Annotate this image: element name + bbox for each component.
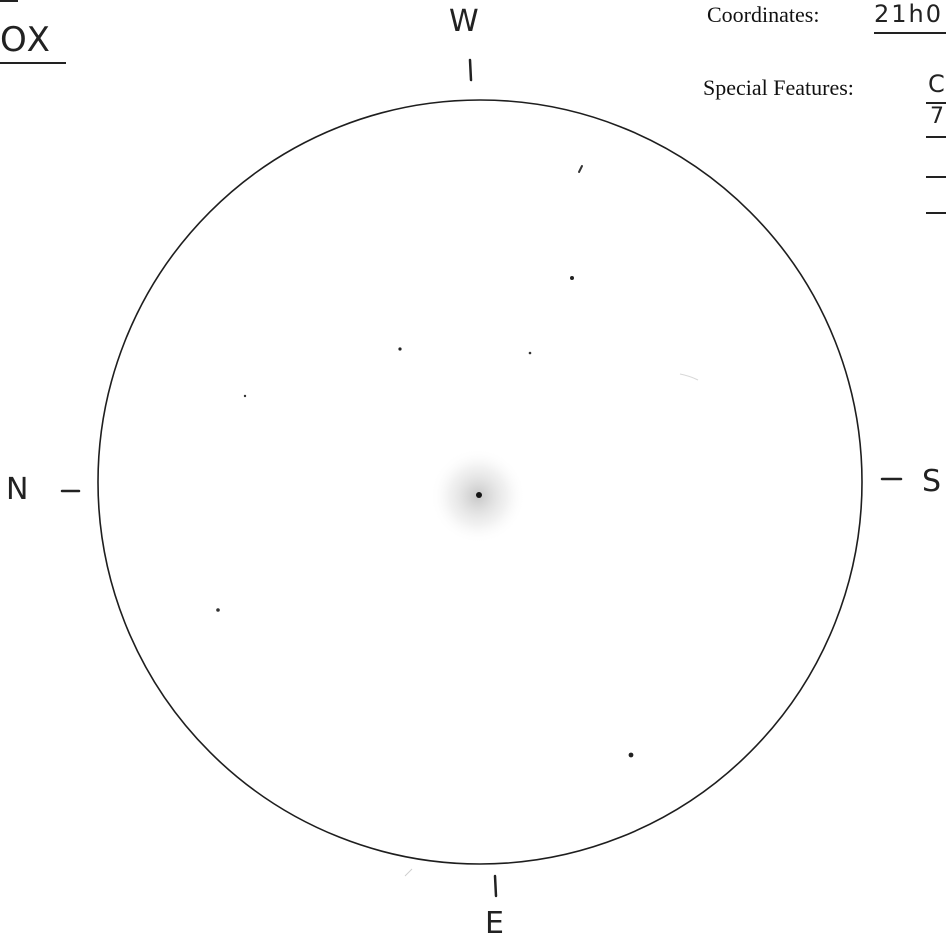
top-left-underline: [0, 0, 18, 2]
pencil-smudge: [404, 868, 413, 877]
star: [243, 394, 247, 398]
star: [216, 608, 220, 612]
star: [528, 351, 532, 355]
star: [398, 347, 402, 351]
star: [578, 165, 583, 173]
compass-label-right: S: [922, 464, 942, 499]
tick-top: [468, 58, 473, 82]
special-features-line2: 7: [930, 104, 944, 129]
tick-bottom: [493, 874, 498, 898]
special-features-line1: C: [928, 70, 945, 98]
compass-label-top: W: [449, 4, 479, 39]
compass-label-left: N: [6, 472, 29, 507]
coordinates-label: Coordinates:: [707, 2, 820, 27]
star: [628, 752, 634, 758]
magnification-underline: [0, 62, 66, 64]
compass-label-bottom: E: [485, 906, 504, 941]
central-object: [476, 492, 482, 498]
special-features-underline-2: [926, 136, 946, 138]
coordinates-underline: [874, 32, 946, 34]
coordinates-value: 21h0: [874, 0, 944, 28]
special-features-label: Special Features:: [703, 75, 854, 100]
magnification-fragment: OX: [0, 20, 52, 60]
star: [570, 276, 574, 280]
pencil-smudge: [679, 373, 699, 381]
special-features-underline-1: [926, 102, 946, 104]
special-features-underline-3: [926, 176, 946, 178]
special-features-underline-4: [926, 212, 946, 214]
eyepiece-field-circle: [97, 99, 863, 865]
